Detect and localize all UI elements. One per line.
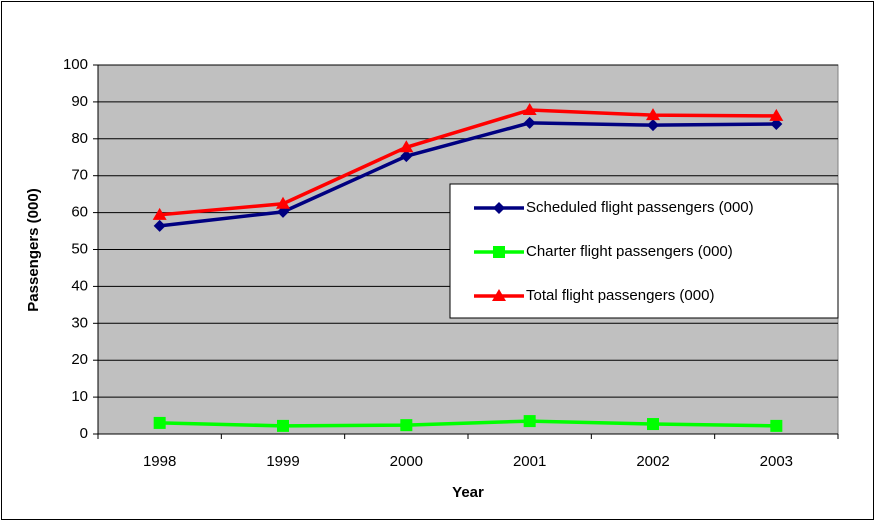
- y-tick-label: 60: [71, 204, 88, 221]
- marker: [493, 246, 505, 258]
- marker: [647, 119, 659, 132]
- marker: [153, 416, 166, 429]
- y-tick-label: 20: [71, 351, 88, 368]
- x-tick-label: 1999: [266, 453, 299, 470]
- x-tick-label: 2000: [390, 453, 423, 470]
- marker: [523, 415, 536, 428]
- marker: [277, 205, 289, 218]
- legend-label: Charter flight passengers (000): [526, 243, 733, 260]
- y-tick-label: 40: [71, 277, 88, 294]
- series-line: [159, 419, 777, 428]
- marker: [522, 103, 537, 116]
- marker: [276, 196, 290, 209]
- legend-label: Scheduled flight passengers (000): [526, 199, 754, 216]
- y-axis-title: Passengers (000): [25, 188, 42, 311]
- marker: [769, 108, 784, 121]
- y-tick-label: 30: [71, 314, 88, 331]
- x-tick-label: 1998: [143, 453, 176, 470]
- y-tick-label: 80: [71, 130, 88, 147]
- y-tick-label: 50: [71, 240, 88, 257]
- marker: [492, 289, 506, 301]
- marker: [152, 207, 167, 220]
- marker: [770, 419, 783, 432]
- y-tick-label: 10: [71, 388, 88, 405]
- marker: [400, 419, 413, 432]
- marker: [770, 118, 783, 131]
- y-tick-label: 100: [63, 56, 88, 73]
- marker: [400, 150, 413, 163]
- marker: [399, 140, 414, 153]
- marker: [647, 418, 659, 431]
- legend-label: Total flight passengers (000): [526, 287, 714, 304]
- marker: [523, 116, 536, 129]
- marker: [493, 202, 505, 214]
- y-tick-label: 70: [71, 167, 88, 184]
- y-tick-label: 0: [80, 425, 88, 442]
- x-axis-title: Year: [452, 484, 484, 501]
- marker: [277, 419, 289, 432]
- marker: [153, 219, 166, 232]
- x-tick-label: 2001: [513, 453, 546, 470]
- x-tick-label: 2002: [636, 453, 669, 470]
- y-tick-label: 90: [71, 93, 88, 110]
- marker: [646, 108, 660, 121]
- series-line: [159, 121, 777, 228]
- x-tick-label: 2003: [760, 453, 793, 470]
- series-line: [159, 108, 777, 217]
